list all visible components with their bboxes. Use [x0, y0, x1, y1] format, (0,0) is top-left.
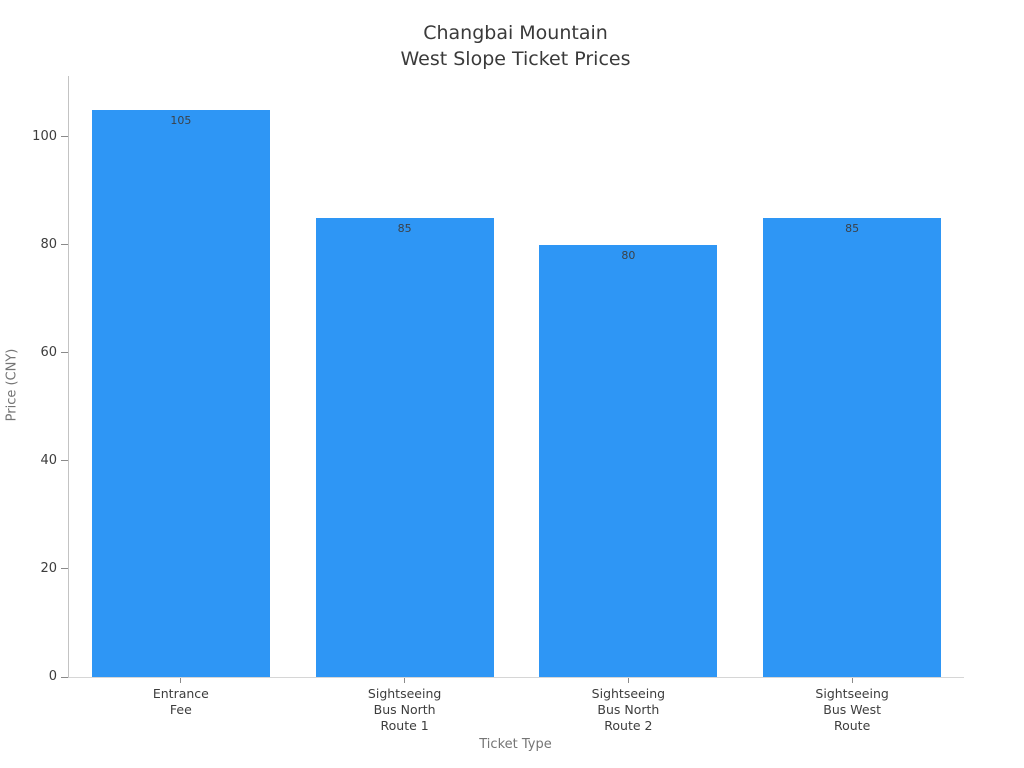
- y-axis-tick-label: 60: [40, 344, 57, 360]
- bar: 85: [763, 217, 942, 677]
- chart-title: Changbai Mountain West Slope Ticket Pric…: [400, 22, 631, 70]
- y-axis-tick-label: 20: [40, 560, 57, 576]
- x-category-label: Sightseeing Bus North Route 2: [591, 686, 666, 733]
- x-category-label: Sightseeing Bus West Route: [815, 686, 889, 733]
- bar: 105: [91, 109, 270, 677]
- bar-value-label: 105: [170, 113, 192, 127]
- y-axis-tick-label: 80: [40, 236, 57, 252]
- y-axis-tick-label: 100: [32, 128, 57, 144]
- bar-value-label: 80: [621, 248, 636, 262]
- x-axis-title: Ticket Type: [479, 737, 552, 752]
- y-axis-tick: [61, 676, 68, 678]
- bar: 80: [539, 244, 718, 677]
- x-axis-tick: [627, 678, 629, 683]
- y-axis-tick-label: 0: [48, 669, 57, 684]
- x-axis-tick: [404, 678, 406, 683]
- bar-value-label: 85: [397, 221, 412, 235]
- x-axis-tick: [180, 678, 182, 683]
- y-axis-tick: [61, 244, 68, 246]
- x-category-label: Sightseeing Bus North Route 1: [367, 686, 442, 733]
- bar: 85: [315, 217, 494, 677]
- y-axis-tick: [61, 136, 68, 138]
- x-axis-tick: [851, 678, 853, 683]
- y-axis-tick-label: 40: [40, 452, 57, 468]
- y-axis-tick: [61, 352, 68, 354]
- y-axis-tick: [61, 568, 68, 570]
- bar-value-label: 85: [845, 221, 860, 235]
- plot-area: 0 20 40 60 80 100 105 Entrance Fee 85 Sightseeing…: [32, 76, 964, 733]
- x-category-label: Entrance Fee: [152, 686, 209, 717]
- y-axis-tick: [61, 460, 68, 462]
